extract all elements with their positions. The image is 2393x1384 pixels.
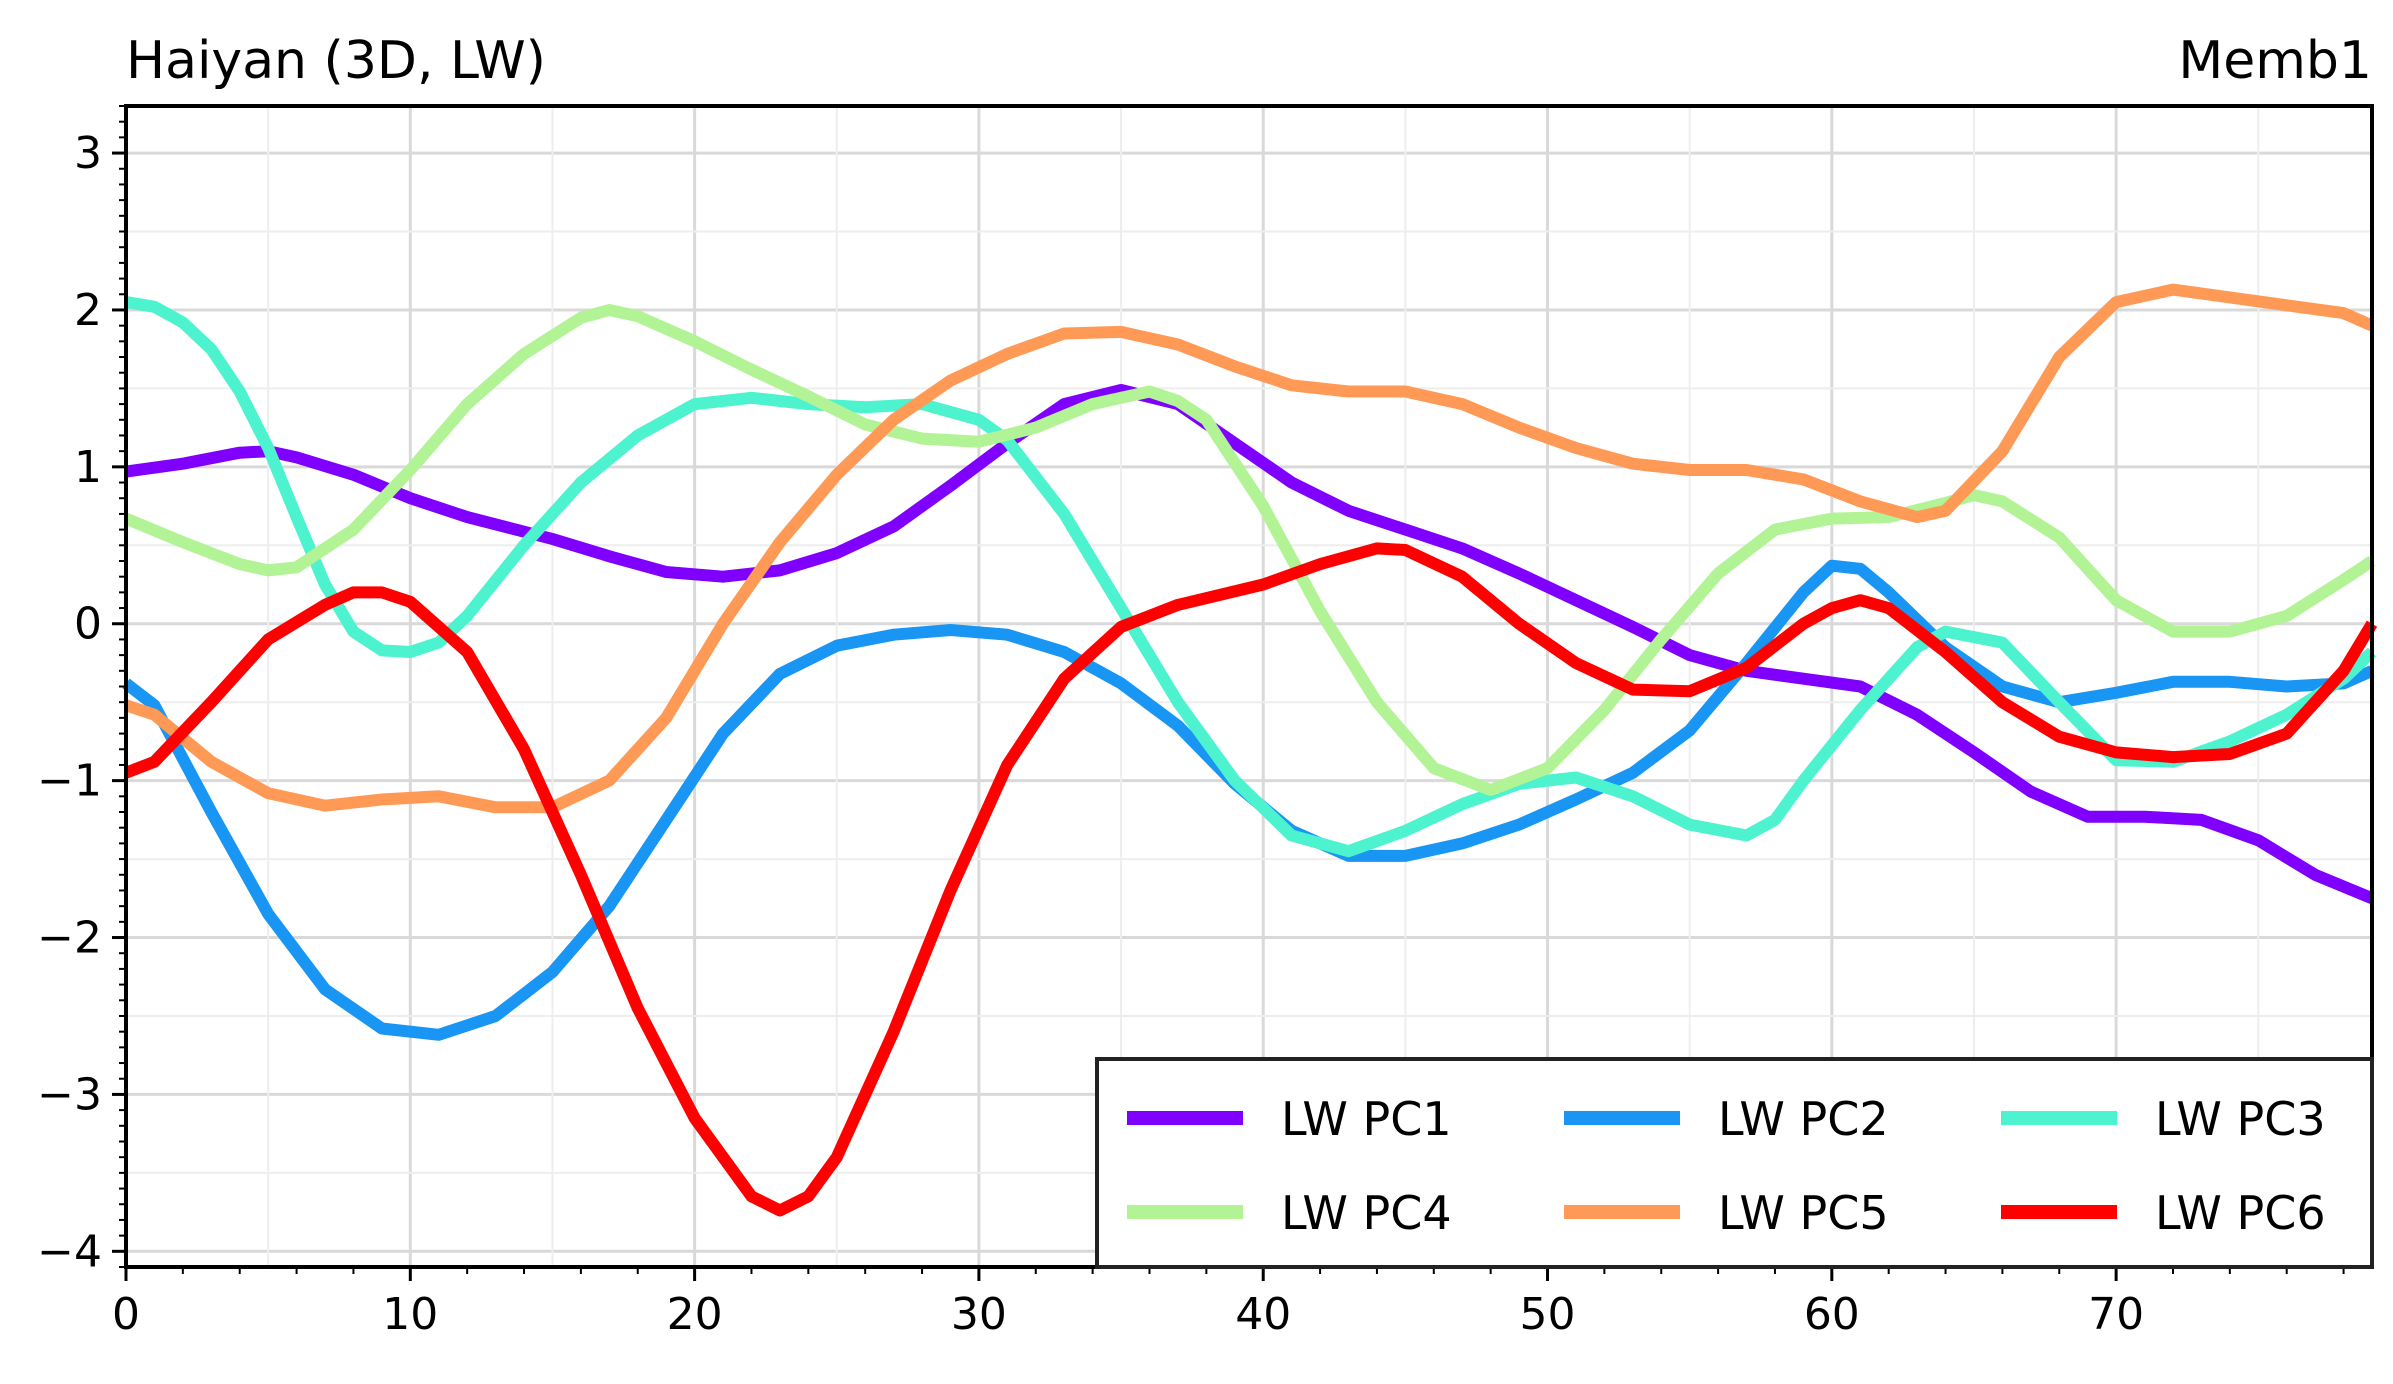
x-tick-label: 20 <box>667 1289 723 1340</box>
series-line-lw-pc6 <box>123 542 2378 1217</box>
ticks: 0 10 20 30 40 50 60 70 −4 −3 −2 −1 0 1 2 3 <box>37 105 2345 1340</box>
x-tick-label: 30 <box>951 1289 1007 1340</box>
y-tick-label: 0 <box>74 599 102 650</box>
y-tick-label: −2 <box>37 913 102 964</box>
x-tick-label: 40 <box>1235 1289 1291 1340</box>
chart-title: Haiyan (3D, LW) <box>126 31 546 91</box>
series-layer <box>122 283 2378 1217</box>
legend-box <box>1095 1057 2374 1269</box>
x-tick-label: 60 <box>1804 1289 1860 1340</box>
y-tick-label: 3 <box>74 128 102 179</box>
y-tick-label: 2 <box>74 285 102 336</box>
y-tick-label: −4 <box>37 1226 102 1277</box>
legend-label: LW PC4 <box>1281 1186 1452 1240</box>
legend-label: LW PC5 <box>1718 1186 1889 1240</box>
member-label: Memb1 <box>2178 31 2372 91</box>
x-tick-label: 10 <box>382 1289 438 1340</box>
legend: LW PC1 LW PC2 LW PC3 LW PC4 LW PC5 LW PC6 <box>1095 1057 2374 1269</box>
y-tick-label: −1 <box>37 756 102 807</box>
legend-label: LW PC2 <box>1718 1092 1889 1146</box>
y-tick-label: 1 <box>74 442 102 493</box>
legend-label: LW PC1 <box>1281 1092 1452 1146</box>
legend-label: LW PC6 <box>2155 1186 2326 1240</box>
x-tick-label: 0 <box>112 1289 140 1340</box>
legend-label: LW PC3 <box>2155 1092 2326 1146</box>
series-line-lw-pc4 <box>123 304 2376 796</box>
x-tick-label: 70 <box>2088 1289 2144 1340</box>
series-line-lw-pc3 <box>125 296 2377 858</box>
series-line-lw-pc5 <box>124 283 2375 814</box>
series-line-lw-pc1 <box>125 384 2375 904</box>
x-tick-label: 50 <box>1520 1289 1576 1340</box>
y-tick-label: −3 <box>37 1069 102 1120</box>
